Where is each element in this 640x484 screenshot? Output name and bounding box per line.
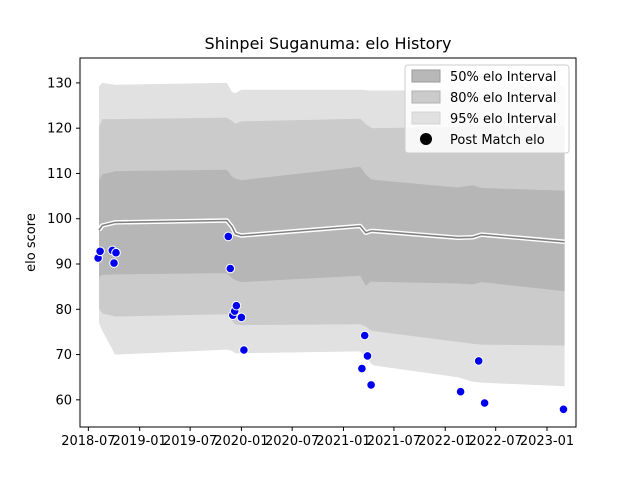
x-tick-label: 2022-07 (469, 434, 523, 449)
post-match-point (109, 258, 119, 268)
mean-line (98, 219, 565, 243)
post-match-point (359, 330, 370, 341)
legend-box (404, 64, 570, 154)
post-match-points (93, 231, 569, 415)
post-match-point (95, 246, 105, 257)
y-tick-label: 90 (55, 258, 72, 273)
plot-frame (79, 57, 577, 428)
legend-label-95: 95% elo Interval (450, 112, 557, 127)
legend-label-post-match: Post Match elo (450, 133, 545, 148)
y-tick-label: 100 (47, 212, 72, 227)
post-match-point (366, 380, 376, 390)
x-tick-label: 2021-01 (316, 434, 370, 449)
legend-label-80: 80% elo Interval (450, 91, 557, 106)
y-tick-label: 70 (55, 348, 72, 363)
post-match-point (479, 398, 490, 408)
post-match-point (236, 312, 247, 323)
legend-marker-post-match (420, 133, 432, 145)
y-tick-label: 120 (47, 122, 72, 137)
y-axis: 60 70 80 90 100 110 120 130 (47, 76, 80, 408)
legend-swatch-95 (411, 111, 441, 125)
legend-swatch-80 (411, 90, 441, 104)
legend-label-50: 50% elo Interval (450, 70, 557, 85)
mean-elo-line (97, 218, 565, 245)
chart-title: Shinpei Suganuma: elo History (205, 34, 452, 53)
post-match-point (455, 386, 466, 397)
y-tick-label: 80 (55, 303, 72, 318)
x-tick-label: 2022-01 (418, 434, 472, 449)
x-tick-label: 2019-01 (113, 434, 167, 449)
x-tick-label: 2019-07 (163, 434, 217, 449)
x-tick-label: 2023-01 (520, 434, 574, 449)
x-tick-label: 2018-07 (61, 434, 115, 449)
y-tick-label: 110 (47, 167, 72, 182)
post-match-point (357, 363, 367, 374)
post-match-point (111, 247, 121, 258)
x-tick-label: 2020-07 (265, 434, 319, 449)
post-match-point (225, 263, 236, 274)
post-match-point (558, 404, 569, 415)
post-match-point (231, 300, 242, 311)
y-tick-label: 130 (47, 76, 72, 91)
legend-swatch-50 (411, 69, 441, 83)
post-match-point (239, 345, 249, 355)
post-match-point (473, 356, 484, 366)
legend: 50% elo Interval 80% elo Interval 95% el… (404, 64, 570, 154)
y-axis-label: elo score (24, 213, 39, 272)
post-match-point (362, 351, 373, 361)
x-tick-label: 2020-01 (214, 434, 268, 449)
x-axis: 2018-072019-012019-072020-012020-072021-… (61, 427, 574, 449)
interval-bands (99, 82, 565, 387)
post-match-point (223, 231, 234, 242)
y-tick-label: 60 (55, 393, 72, 408)
x-tick-label: 2021-07 (367, 434, 421, 449)
